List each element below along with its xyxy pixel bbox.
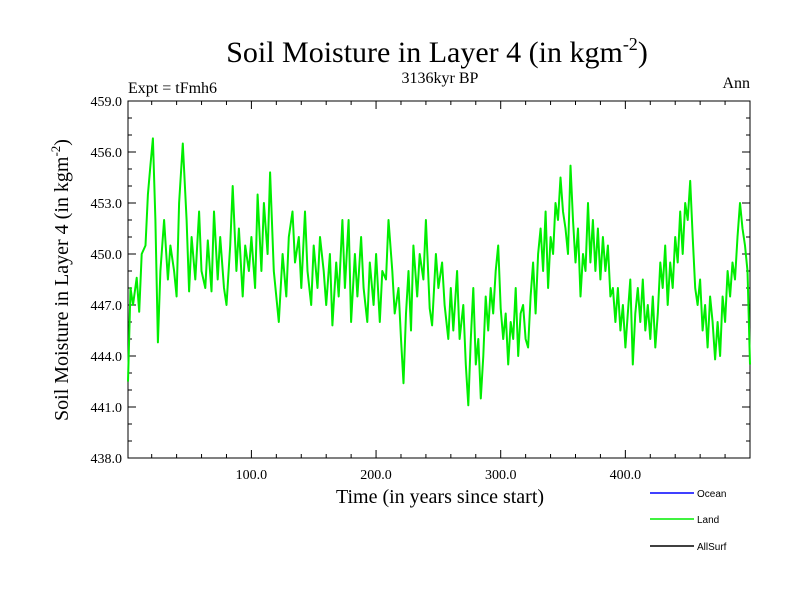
y-tick-label: 456.0 bbox=[91, 146, 123, 161]
x-axis: 100.0 200.0 300.0 400.0 bbox=[151, 101, 726, 483]
y-tick-label: 450.0 bbox=[91, 248, 123, 263]
legend-label-land: Land bbox=[697, 515, 719, 526]
y-tick-label: 459.0 bbox=[91, 95, 123, 110]
legend-label-allsurf: AllSurf bbox=[697, 542, 727, 553]
legend: Ocean Land AllSurf bbox=[650, 489, 727, 553]
x-tick-label: 100.0 bbox=[236, 468, 268, 483]
period-label: Ann bbox=[722, 75, 750, 92]
x-tick-label: 400.0 bbox=[610, 468, 642, 483]
y-axis-label: Soil Moisture in Layer 4 (in kgm-2) bbox=[48, 139, 73, 421]
y-tick-label: 453.0 bbox=[91, 197, 123, 212]
x-tick-label: 200.0 bbox=[360, 468, 392, 483]
chart-title: Soil Moisture in Layer 4 (in kgm-2) bbox=[226, 34, 648, 69]
y-tick-label: 447.0 bbox=[91, 299, 123, 314]
chart-subtitle: 3136kyr BP bbox=[402, 70, 479, 87]
experiment-label: Expt = tFmh6 bbox=[128, 80, 217, 97]
series-line-land bbox=[127, 137, 751, 407]
plot-frame bbox=[127, 100, 751, 459]
legend-label-ocean: Ocean bbox=[697, 489, 726, 500]
y-tick-label: 444.0 bbox=[91, 350, 123, 365]
x-axis-label: Time (in years since start) bbox=[336, 486, 544, 508]
y-tick-label: 441.0 bbox=[91, 401, 123, 416]
y-tick-label: 438.0 bbox=[91, 452, 123, 467]
x-tick-label: 300.0 bbox=[485, 468, 517, 483]
